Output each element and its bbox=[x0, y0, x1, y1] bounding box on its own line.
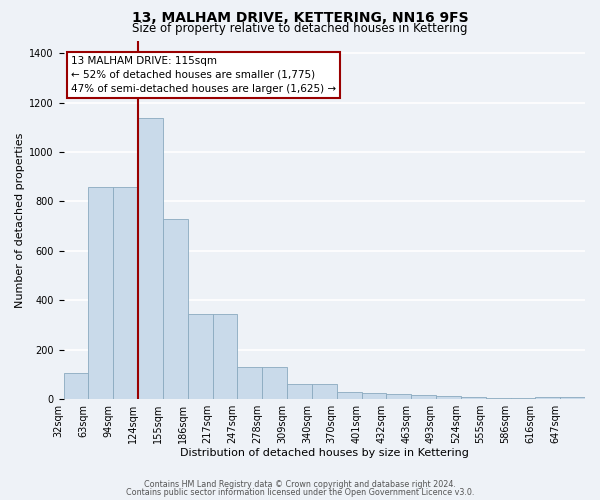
Text: Contains HM Land Registry data © Crown copyright and database right 2024.: Contains HM Land Registry data © Crown c… bbox=[144, 480, 456, 489]
Bar bbox=[461, 397, 485, 399]
Bar bbox=[511, 398, 535, 399]
Text: Size of property relative to detached houses in Kettering: Size of property relative to detached ho… bbox=[132, 22, 468, 35]
Bar bbox=[238, 367, 262, 399]
Bar bbox=[560, 397, 585, 399]
Bar bbox=[88, 186, 113, 399]
Bar bbox=[337, 392, 362, 399]
Bar bbox=[386, 394, 411, 399]
Bar bbox=[411, 396, 436, 399]
X-axis label: Distribution of detached houses by size in Kettering: Distribution of detached houses by size … bbox=[180, 448, 469, 458]
Bar bbox=[262, 367, 287, 399]
Bar bbox=[362, 393, 386, 399]
Text: 13, MALHAM DRIVE, KETTERING, NN16 9FS: 13, MALHAM DRIVE, KETTERING, NN16 9FS bbox=[131, 11, 469, 25]
Bar bbox=[64, 373, 88, 399]
Bar bbox=[287, 384, 312, 399]
Bar bbox=[113, 186, 138, 399]
Bar bbox=[436, 396, 461, 399]
Y-axis label: Number of detached properties: Number of detached properties bbox=[15, 132, 25, 308]
Bar bbox=[485, 398, 511, 399]
Bar bbox=[138, 118, 163, 399]
Bar bbox=[163, 219, 188, 399]
Text: 13 MALHAM DRIVE: 115sqm
← 52% of detached houses are smaller (1,775)
47% of semi: 13 MALHAM DRIVE: 115sqm ← 52% of detache… bbox=[71, 56, 336, 94]
Bar bbox=[535, 397, 560, 399]
Bar bbox=[188, 314, 212, 399]
Bar bbox=[212, 314, 238, 399]
Text: Contains public sector information licensed under the Open Government Licence v3: Contains public sector information licen… bbox=[126, 488, 474, 497]
Bar bbox=[312, 384, 337, 399]
